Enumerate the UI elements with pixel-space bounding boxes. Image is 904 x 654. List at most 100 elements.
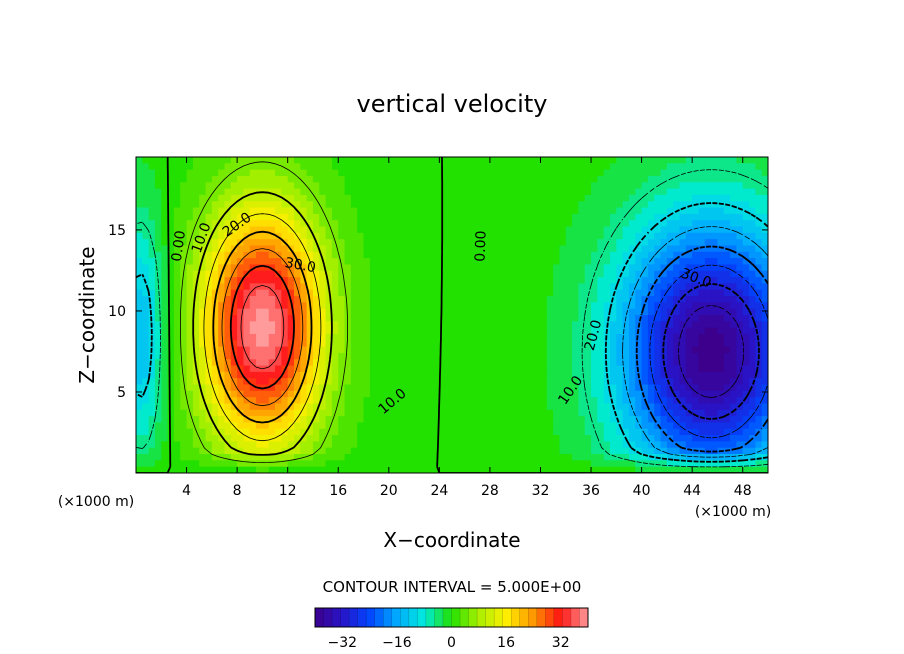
heat-cell	[565, 327, 573, 335]
heat-cell	[167, 251, 175, 259]
heat-cell	[666, 251, 674, 259]
heat-cell	[610, 346, 617, 354]
heat-cell	[218, 321, 226, 329]
heat-cell	[230, 447, 238, 455]
heat-cell	[489, 308, 497, 316]
heat-cell	[414, 213, 421, 221]
heat-cell	[730, 359, 737, 367]
heat-cell	[515, 315, 523, 322]
heat-cell	[426, 264, 434, 272]
heat-cell	[673, 384, 681, 392]
heat-cell	[395, 378, 403, 386]
heat-cell	[148, 232, 156, 240]
heat-cell	[161, 352, 169, 360]
heat-cell	[388, 397, 396, 405]
heat-cell	[439, 315, 447, 322]
heat-cell	[654, 371, 662, 379]
heat-cell	[338, 441, 346, 449]
heat-cell	[401, 239, 409, 247]
heat-cell	[761, 194, 768, 202]
heat-cell	[256, 340, 263, 348]
heat-cell	[755, 460, 763, 468]
heat-cell	[591, 327, 598, 335]
heat-cell	[350, 333, 358, 341]
heat-cell	[591, 365, 598, 373]
heat-cell	[666, 422, 674, 430]
heat-cell	[477, 207, 485, 215]
heat-cell	[319, 169, 327, 177]
heat-cell	[376, 466, 384, 473]
heat-cell	[142, 454, 150, 461]
heat-cell	[211, 365, 219, 373]
heat-cell	[338, 460, 346, 468]
heat-cell	[243, 201, 251, 209]
heat-cell	[331, 371, 339, 379]
heat-cell	[192, 315, 200, 322]
heat-cell	[572, 346, 579, 354]
heat-cell	[325, 378, 333, 386]
heat-cell	[540, 207, 548, 215]
heat-cell	[426, 308, 434, 316]
heat-cell	[281, 175, 289, 183]
heat-cell	[603, 352, 611, 360]
heat-cell	[679, 327, 687, 335]
heat-cell	[464, 435, 472, 442]
heat-cell	[540, 403, 548, 411]
heat-cell	[300, 163, 308, 171]
heat-cell	[553, 416, 561, 424]
heat-cell	[572, 163, 579, 171]
heat-cell	[527, 321, 535, 329]
heat-cell	[136, 390, 143, 398]
heat-cell	[603, 182, 611, 190]
heat-cell	[685, 163, 693, 171]
heat-cell	[281, 169, 289, 177]
heat-cell	[515, 226, 523, 234]
heat-cell	[647, 296, 655, 303]
heat-cell	[136, 454, 143, 461]
heat-cell	[173, 277, 181, 284]
heat-cell	[616, 378, 624, 386]
heat-cell	[496, 289, 504, 297]
heat-cell	[540, 308, 548, 316]
heat-cell	[603, 245, 611, 253]
heat-cell	[142, 264, 150, 272]
heat-cell	[256, 371, 263, 379]
heat-cell	[420, 371, 428, 379]
heat-cell	[420, 352, 428, 360]
heat-cell	[654, 296, 662, 303]
heat-cell	[186, 333, 194, 341]
heat-cell	[578, 270, 586, 278]
heat-cell	[483, 302, 491, 310]
heat-cell	[553, 213, 561, 221]
heat-cell	[237, 333, 245, 341]
heat-cell	[717, 441, 725, 449]
heat-cell	[704, 352, 712, 360]
heat-cell	[742, 258, 750, 266]
heat-cell	[407, 308, 415, 316]
heat-cell	[319, 422, 327, 430]
heat-cell	[654, 365, 662, 373]
heat-cell	[167, 416, 175, 424]
heat-cell	[723, 226, 731, 234]
heat-cell	[591, 157, 598, 164]
heat-cell	[597, 157, 605, 164]
heat-cell	[331, 283, 339, 291]
heat-cell	[679, 232, 687, 240]
heat-cell	[578, 447, 586, 455]
heat-cell	[546, 435, 554, 442]
heat-cell	[211, 447, 219, 455]
heat-cell	[591, 169, 598, 177]
heat-cell	[502, 302, 510, 310]
heat-cell	[685, 220, 693, 228]
heat-cell	[154, 220, 162, 228]
heat-cell	[312, 283, 320, 291]
heat-cell	[628, 340, 636, 348]
heat-cell	[167, 239, 175, 247]
heat-cell	[685, 258, 693, 266]
heat-cell	[230, 384, 238, 392]
heat-cell	[647, 466, 655, 473]
heat-cell	[458, 333, 466, 341]
heat-cell	[401, 245, 409, 253]
heat-cell	[679, 384, 687, 392]
heat-cell	[312, 194, 320, 202]
